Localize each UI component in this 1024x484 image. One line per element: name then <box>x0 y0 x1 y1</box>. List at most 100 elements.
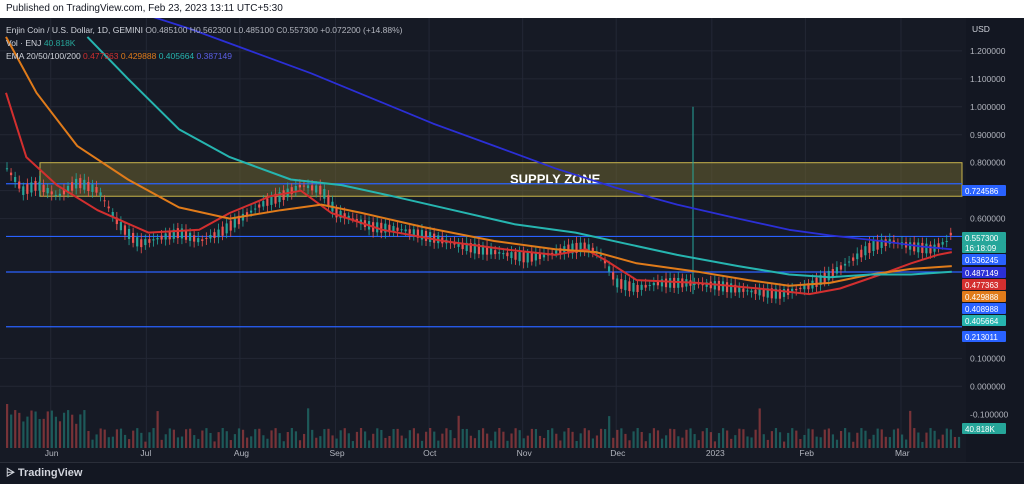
candle-body <box>799 287 802 290</box>
volume-bar <box>925 432 928 448</box>
candle-body <box>473 243 476 254</box>
volume-bar <box>250 436 253 448</box>
volume-bar <box>278 433 281 448</box>
volume-bar <box>510 433 513 448</box>
candle-body <box>184 230 188 240</box>
volume-bar <box>168 428 171 448</box>
volume-bar <box>542 437 546 448</box>
candle-body <box>571 243 574 254</box>
volume-bar <box>831 434 835 448</box>
price-label-text: 0.536245 <box>965 256 999 265</box>
volume-bar <box>388 435 391 448</box>
logo-text: TradingView <box>17 467 83 479</box>
volume-bar <box>221 428 224 448</box>
candle-body <box>502 253 505 255</box>
candle-body <box>136 237 139 247</box>
volume-bar <box>254 429 257 448</box>
symbol-row: Enjin Coin / U.S. Dollar, 1D, GEMINI O0.… <box>6 24 402 37</box>
volume-bar <box>872 434 875 448</box>
volume-bar <box>368 440 371 448</box>
volume-bar <box>827 428 830 448</box>
price-label-badge <box>962 423 1006 434</box>
candle-body <box>115 217 118 225</box>
y-tick-label: 0.900000 <box>970 130 1006 140</box>
candle-body <box>298 184 302 188</box>
candle-body <box>384 223 387 233</box>
volume-bar <box>587 430 590 448</box>
price-label-badge <box>962 254 1006 265</box>
volume-bar <box>144 441 147 448</box>
volume-bar <box>685 429 688 448</box>
candle-body <box>591 247 594 253</box>
candle-body <box>14 176 17 182</box>
volume-bar <box>453 438 456 448</box>
candle-body <box>872 240 875 252</box>
volume-bar <box>490 440 493 448</box>
candle-body <box>514 251 517 260</box>
volume-bar <box>10 414 13 448</box>
volume-bar <box>311 429 314 448</box>
tradingview-logo[interactable]: ⩥ TradingView <box>6 467 82 480</box>
volume-bar <box>555 433 558 448</box>
volume-bar <box>860 428 863 448</box>
volume-bar <box>286 432 289 448</box>
volume-bar <box>148 432 151 448</box>
volume-label: Vol · ENJ <box>6 38 42 48</box>
candle-body <box>70 182 74 191</box>
candle-body <box>567 244 570 254</box>
volume-bar <box>518 430 521 448</box>
candle-body <box>624 280 627 291</box>
ema-label: EMA 20/50/100/200 <box>6 51 81 61</box>
candle-body <box>66 185 70 193</box>
candle-body <box>290 187 293 195</box>
volume-bar <box>770 431 773 448</box>
candle-body <box>400 229 403 231</box>
candle-body <box>396 227 399 231</box>
candle-body <box>461 242 464 250</box>
volume-bar <box>58 421 62 448</box>
candle-body <box>294 185 297 191</box>
volume-bar <box>762 434 765 448</box>
volume-bar <box>595 435 599 448</box>
ohlc-values: O0.485100 H0.562300 L0.485100 C0.557300 … <box>145 25 403 35</box>
volume-bar <box>246 437 249 448</box>
volume-bar <box>945 428 948 448</box>
chart-legend: Enjin Coin / U.S. Dollar, 1D, GEMINI O0.… <box>6 24 402 63</box>
volume-bar <box>217 432 220 448</box>
price-label-text: 0.557300 <box>965 234 999 243</box>
volume-bar <box>758 408 761 448</box>
candle-body <box>176 228 179 239</box>
volume-bar <box>87 430 90 448</box>
candle-body <box>87 181 90 191</box>
volume-bar <box>660 438 664 448</box>
volume-bar <box>156 411 159 448</box>
candle-body <box>420 230 424 240</box>
volume-bar <box>599 428 603 448</box>
candle-body <box>453 243 456 245</box>
candle-body <box>107 206 110 209</box>
price-label-text: 0.477363 <box>965 281 999 290</box>
volume-bar <box>579 433 582 448</box>
candle-body <box>254 208 257 210</box>
volume-bar <box>888 437 891 448</box>
x-tick-label: Aug <box>234 448 249 458</box>
candle-body <box>46 187 49 194</box>
candle-body <box>392 226 395 232</box>
candle-body <box>839 265 843 270</box>
candle-body <box>815 277 818 287</box>
chart-area[interactable]: Jun Jul Aug Sep Oct Nov Dec 2023 Feb Mar SUPPLY ZO… <box>0 18 1024 466</box>
candle-body <box>193 235 196 242</box>
volume-bar <box>294 431 298 448</box>
x-tick-label: Feb <box>799 448 814 458</box>
published-text: Published on TradingView.com, Feb 23, 20… <box>6 3 283 14</box>
volume-bar <box>331 435 334 448</box>
volume-bar <box>819 437 822 448</box>
candle-body <box>522 252 525 263</box>
candle-body <box>457 242 460 247</box>
volume-bar <box>205 428 208 448</box>
volume-bar <box>551 428 554 448</box>
candle-body <box>188 232 192 241</box>
published-banner: Published on TradingView.com, Feb 23, 20… <box>0 0 1024 18</box>
volume-bar <box>91 439 94 448</box>
